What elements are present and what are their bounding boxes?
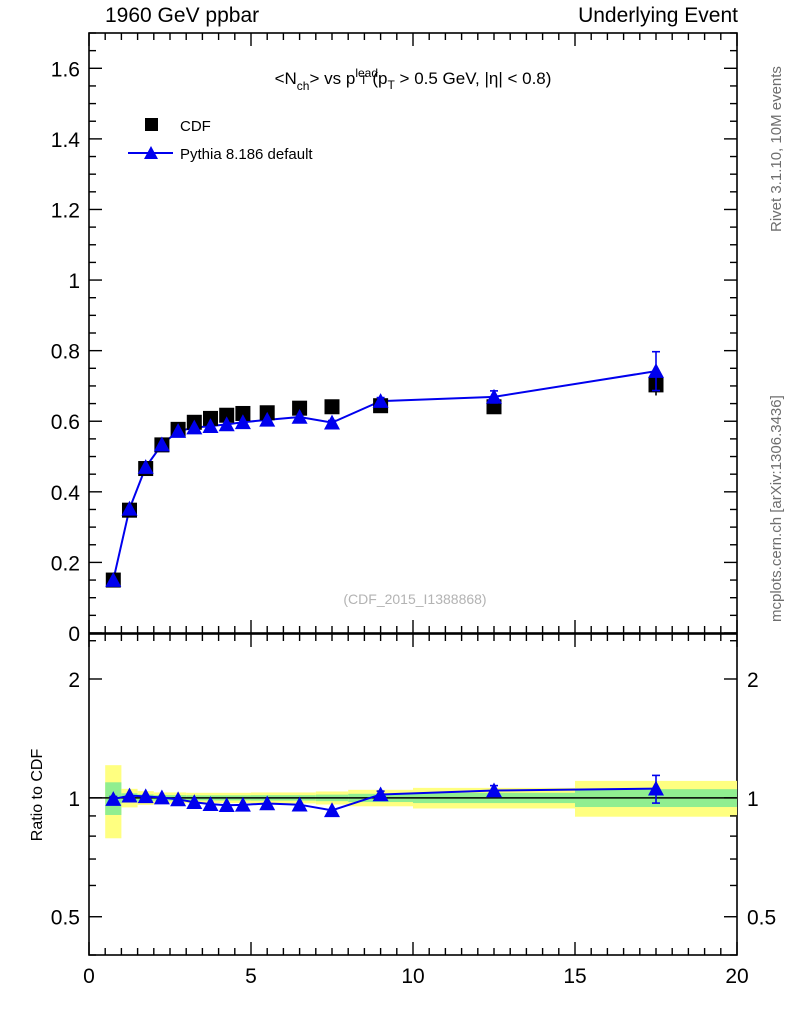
main-y-tick-label: 1.6 — [51, 58, 80, 81]
ratio-marker — [372, 786, 389, 802]
plot-title: <Nch> vs pleadT (pT > 0.5 GeV, |η| < 0.8) — [275, 66, 552, 93]
pythia-marker — [137, 459, 154, 474]
pythia-marker — [234, 414, 251, 430]
series-markers-pythia — [105, 363, 664, 587]
ratio-marker — [153, 789, 170, 805]
pythia-marker — [291, 409, 308, 424]
ratio-y-tick-label-right: 1 — [747, 788, 759, 811]
cdf-marker — [235, 405, 251, 421]
ratio-x-tick-label: 5 — [245, 965, 257, 988]
ratio-marker — [170, 791, 187, 807]
legend-label-pythia: Pythia 8.186 default — [180, 146, 313, 163]
pythia-marker — [153, 436, 170, 452]
legend-marker-triangle-icon — [144, 146, 158, 159]
cdf-marker — [292, 400, 308, 416]
ratio-axis-label: Ratio to CDF — [29, 749, 46, 842]
ratio-marker — [648, 780, 664, 796]
ratio-y-tick-label-right: 2 — [747, 669, 759, 692]
main-y-tick-label: 1.4 — [51, 129, 81, 152]
side-label-rivet: Rivet 3.1.10, 10M events — [768, 66, 785, 232]
pythia-marker — [648, 363, 664, 378]
main-y-tick-label: 1.2 — [51, 199, 80, 222]
ratio-marker — [486, 782, 502, 798]
main-y-tick-label: 0.8 — [51, 341, 80, 364]
ratio-y-tick-label: 2 — [68, 669, 80, 692]
ratio-panel-ticks — [88, 634, 738, 956]
ratio-y-tick-label-right: 0.5 — [747, 907, 776, 930]
ratio-marker — [121, 787, 138, 803]
cdf-marker — [219, 407, 235, 423]
ratio-y-tick-label: 1 — [68, 788, 80, 811]
pythia-marker — [372, 393, 389, 408]
ratio-marker — [137, 788, 154, 804]
pythia-marker — [486, 388, 502, 404]
legend-marker-square-icon — [145, 118, 158, 131]
pythia-marker — [170, 423, 187, 438]
pythia-marker — [218, 416, 235, 432]
legend-entry-cdf: CDF — [145, 118, 211, 135]
ratio-marker — [291, 796, 308, 812]
main-y-tick-label: 0.2 — [51, 552, 80, 575]
header-collision-energy: 1960 GeV ppbar — [105, 4, 260, 27]
main-y-tick-label: 0.4 — [51, 482, 81, 505]
pythia-marker — [202, 418, 219, 433]
ratio-marker — [259, 795, 276, 811]
ratio-x-tick-label: 20 — [725, 965, 748, 988]
ratio-x-tick-label: 10 — [401, 965, 424, 988]
ratio-marker — [218, 797, 235, 813]
watermark-analysis-id: (CDF_2015_I1388868) — [343, 591, 486, 607]
main-panel-ticks — [88, 32, 738, 634]
main-y-tick-label: 0 — [68, 623, 80, 646]
pythia-marker — [186, 419, 203, 435]
pythia-marker — [259, 411, 276, 427]
ratio-x-tick-label: 0 — [83, 965, 95, 988]
main-y-tick-label: 0.6 — [51, 411, 80, 434]
main-panel-y-tick-labels: 0 0.2 0.4 0.6 0.8 1 1.2 1.4 1.6 — [51, 58, 81, 646]
cdf-marker — [324, 399, 340, 415]
ratio-x-tick-label: 15 — [563, 965, 586, 988]
legend: CDF Pythia 8.186 default — [128, 118, 313, 163]
legend-entry-pythia: Pythia 8.186 default — [128, 146, 313, 163]
ratio-marker — [186, 794, 203, 810]
pythia-marker — [324, 414, 340, 430]
header-analysis-category: Underlying Event — [578, 4, 738, 27]
ratio-y-tick-labels-left: 0.5 1 2 — [51, 669, 80, 930]
pythia-marker — [121, 500, 138, 516]
ratio-series-markers — [105, 780, 664, 818]
pythia-marker — [105, 572, 122, 587]
main-y-tick-label: 1 — [68, 270, 80, 293]
ratio-y-tick-labels-right: 0.5 1 2 — [747, 669, 776, 930]
ratio-marker — [324, 802, 340, 818]
main-panel: 0 0.2 0.4 0.6 0.8 1 1.2 1.4 1.6 <Nch> vs pleadT(… — [51, 32, 738, 646]
ratio-marker — [234, 796, 251, 812]
ratio-x-tick-labels: 0 5 10 15 20 — [83, 965, 749, 988]
ratio-marker — [202, 796, 219, 811]
ratio-marker — [105, 791, 122, 806]
legend-label-cdf: CDF — [180, 118, 211, 135]
ratio-y-tick-label: 0.5 — [51, 907, 80, 930]
main-panel-frame — [88, 32, 738, 634]
side-label-mcplots: mcplots.cern.ch [arXiv:1306.3436] — [768, 395, 785, 622]
ratio-panel: 0.5 1 2 0.5 1 2 0 5 10 15 20 Ratio to CDF — [29, 633, 776, 988]
